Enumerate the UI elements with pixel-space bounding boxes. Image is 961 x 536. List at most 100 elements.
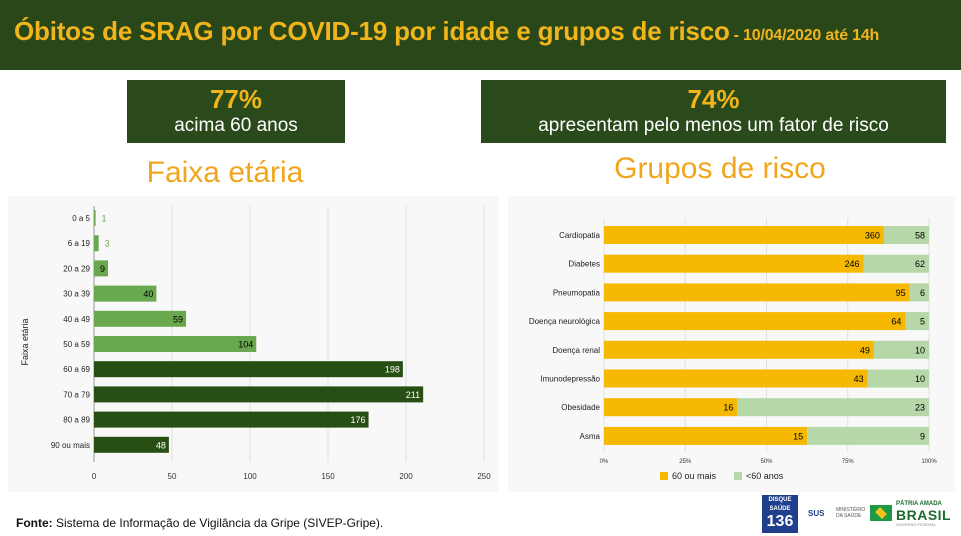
age-chart-x-tick-label: 100: [243, 472, 257, 481]
risk-value-under60-asma: 9: [920, 431, 925, 441]
brasil-main: BRASIL: [896, 507, 952, 523]
age-category-label-60-a-69: 60 a 69: [63, 365, 90, 374]
legend-label-over60: 60 ou mais: [672, 471, 717, 481]
legend-swatch-under60: [734, 472, 742, 480]
age-bar-20-a-29: [94, 260, 109, 277]
stat-risk-value: 74%: [687, 84, 740, 114]
source-footer: Fonte: Sistema de Informação de Vigilânc…: [16, 516, 383, 530]
age-category-label-50-a-59: 50 a 59: [63, 340, 90, 349]
age-bar-value-60-a-69: 198: [385, 365, 400, 375]
saude-label: SAÚDE: [769, 506, 791, 512]
age-chart-x-tick-label: 200: [399, 472, 413, 481]
age-bar-50-a-59: [94, 336, 257, 352]
brasil-logo: PÁTRIA AMADA BRASIL GOVERNO FEDERAL: [870, 499, 952, 531]
flag-icon: [870, 505, 892, 521]
risk-value-over60-doenca-renal: 49: [860, 345, 870, 355]
age-chart-x-tick-label: 0: [92, 472, 97, 481]
age-bar-value-30-a-39: 40: [143, 289, 153, 299]
risk-bar-under60-doenca-neurologica: [905, 312, 929, 331]
risk-value-over60-pneumopatia: 95: [896, 288, 906, 298]
age-bar-80-a-89: [94, 411, 369, 428]
risk-chart-x-tick-label: 100%: [921, 459, 937, 465]
age-category-label-40-a-49: 40 a 49: [63, 315, 90, 324]
risk-value-over60-asma: 15: [793, 431, 803, 441]
risk-category-label-diabetes: Diabetes: [568, 260, 600, 269]
age-category-label-80-a-89: 80 a 89: [63, 416, 90, 425]
risk-value-over60-imunodepressao: 43: [854, 374, 864, 384]
logos: DISQUE SAÚDE 136 SUS MINISTÉRIO DA SAÚDE…: [758, 495, 952, 533]
age-chart-x-tick-label: 150: [321, 472, 335, 481]
risk-chart-x-tick-label: 50%: [760, 459, 773, 465]
age-bar-30-a-39: [94, 285, 157, 302]
risk-bar-over60-doenca-neurologica: [604, 312, 906, 331]
risk-bar-under60-cardiopatia: [883, 226, 929, 244]
disque-number: 136: [766, 513, 794, 530]
age-bar-value-90-ou-mais: 48: [156, 440, 166, 450]
risk-value-over60-cardiopatia: 360: [865, 231, 880, 241]
risk-chart-panel: 0% 25% 50% 75% 100% Cardiopatia 360 58 Diabetes 2…: [508, 196, 955, 492]
legend-label-under60: <60 anos: [746, 471, 784, 481]
risk-bar-under60-imunodepressao: [867, 369, 929, 388]
risk-bar-over60-asma: [604, 426, 808, 445]
age-bar-value-20-a-29: 9: [100, 264, 105, 274]
stat-box-age: 77% acima 60 anos: [127, 80, 345, 143]
brasil-top: PÁTRIA AMADA: [896, 501, 942, 507]
risk-bar-over60-cardiopatia: [604, 226, 884, 244]
stat-risk-text: apresentam pelo menos um fator de risco: [538, 115, 889, 136]
risk-bar-under60-pneumopatia: [909, 283, 929, 302]
title-text: Óbitos de SRAG por COVID-19 por idade e …: [14, 16, 730, 46]
age-chart-panel: Faixa etária 0 50 100 150 200 250 0 a 5 1 6 a 19 3…: [8, 196, 498, 492]
risk-value-under60-doenca-renal: 10: [915, 345, 925, 355]
risk-category-label-cardiopatia: Cardiopatia: [559, 231, 600, 240]
legend-swatch-over60: [660, 472, 668, 480]
risk-value-over60-diabetes: 246: [845, 259, 860, 269]
age-bar-90-ou-mais: [94, 436, 169, 453]
risk-category-label-obesidade: Obesidade: [561, 403, 600, 412]
risk-chart-x-tick-label: 75%: [842, 459, 855, 465]
stat-age-text: acima 60 anos: [174, 115, 298, 136]
title-date: - 10/04/2020 até 14h: [733, 27, 880, 44]
age-bar-value-70-a-79: 211: [406, 390, 420, 400]
age-bar-70-a-79: [94, 386, 424, 403]
page-title: Óbitos de SRAG por COVID-19 por idade e …: [14, 16, 879, 47]
age-chart-x-tick-label: 250: [477, 472, 491, 481]
stat-box-risk: 74% apresentam pelo menos um fator de ri…: [481, 80, 946, 143]
risk-value-under60-obesidade: 23: [915, 403, 925, 413]
age-category-label-20-a-29: 20 a 29: [63, 264, 90, 273]
risk-category-label-doenca-renal: Doença renal: [552, 346, 600, 355]
sus-logo: SUS: [808, 509, 825, 518]
age-bar-value-50-a-59: 104: [238, 340, 253, 350]
age-bar-value-80-a-89: 176: [351, 415, 366, 425]
risk-value-under60-doenca-neurologica: 5: [920, 317, 925, 327]
risk-value-under60-pneumopatia: 6: [920, 288, 925, 298]
age-chart-y-axis-label: Faixa etária: [20, 318, 30, 365]
risk-bar-over60-doenca-renal: [604, 340, 874, 359]
section-title-age: Faixa etária: [146, 156, 304, 189]
stat-age-value: 77%: [209, 84, 263, 114]
age-bar-0-a-5: [94, 210, 96, 226]
source-label: Fonte:: [16, 516, 53, 530]
age-category-label-6-a-19: 6 a 19: [68, 239, 91, 248]
risk-bar-under60-asma: [807, 426, 929, 445]
risk-chart: 0% 25% 50% 75% 100% Cardiopatia 360 58 Diabetes 2…: [529, 218, 937, 481]
risk-category-label-imunodepressao: Imunodepressão: [540, 375, 600, 384]
section-title-risk: Grupos de risco: [614, 152, 826, 185]
disque-saude-logo: DISQUE SAÚDE 136: [762, 495, 798, 533]
risk-category-label-asma: Asma: [580, 432, 601, 441]
risk-bar-over60-imunodepressao: [604, 369, 868, 388]
age-bar-value-0-a-5: 1: [102, 214, 107, 224]
risk-value-under60-cardiopatia: 58: [915, 231, 925, 241]
age-category-label-70-a-79: 70 a 79: [63, 390, 90, 399]
brasil-bottom: GOVERNO FEDERAL: [896, 522, 937, 527]
risk-bar-under60-diabetes: [863, 254, 929, 273]
age-chart: Faixa etária 0 50 100 150 200 250 0 a 5 1 6 a 19 3…: [20, 206, 491, 481]
risk-value-over60-doenca-neurologica: 64: [891, 317, 901, 327]
age-bar-6-a-19: [94, 235, 99, 252]
header-bar: Óbitos de SRAG por COVID-19 por idade e …: [0, 0, 961, 70]
age-chart-x-tick-label: 50: [168, 472, 177, 481]
risk-bar-under60-doenca-renal: [873, 340, 929, 359]
age-category-label-30-a-39: 30 a 39: [63, 290, 90, 299]
age-bar-40-a-49: [94, 310, 187, 327]
age-category-label-0-a-5: 0 a 5: [72, 214, 90, 223]
